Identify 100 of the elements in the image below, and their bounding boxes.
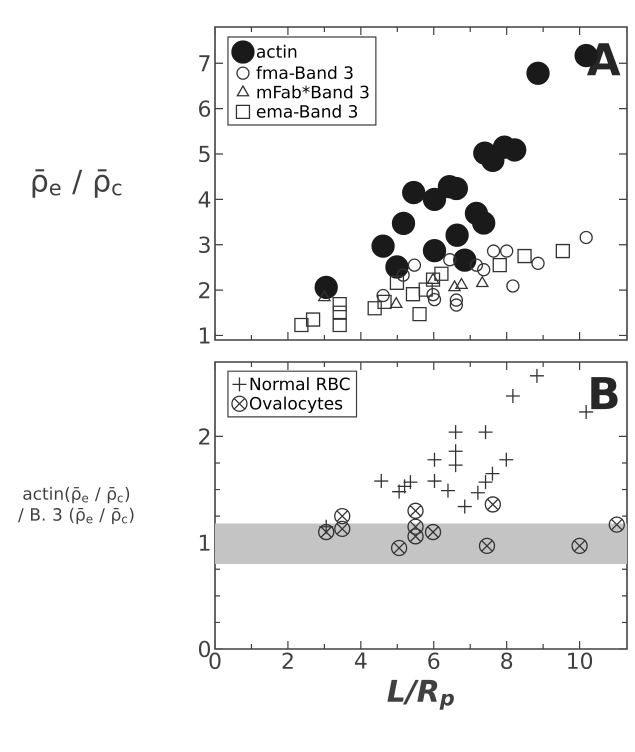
y-tick-label: 6: [199, 100, 210, 117]
point: [450, 293, 464, 307]
point: [428, 292, 442, 306]
point: [408, 258, 422, 272]
point: [424, 524, 442, 540]
point: [332, 306, 347, 320]
point: [580, 230, 593, 244]
point: [314, 276, 338, 300]
point: [531, 256, 545, 270]
point: [396, 268, 410, 282]
x-tick-label: 8: [501, 652, 512, 670]
point: [526, 62, 550, 85]
point: [294, 318, 309, 332]
legend-label: Ovalocytes: [250, 396, 342, 413]
point: [406, 287, 420, 302]
annotation: B: [591, 377, 618, 410]
point: [455, 278, 468, 290]
point: [498, 452, 514, 468]
x-tick-label: 6: [428, 652, 440, 670]
point: [426, 473, 442, 489]
point: [368, 301, 382, 316]
point: [492, 258, 507, 272]
point: [318, 290, 331, 302]
point: [332, 318, 347, 332]
point: [478, 538, 496, 554]
legend-label: mFab*Band 3: [257, 85, 369, 98]
point: [426, 452, 442, 468]
y-tick-label: 2: [199, 428, 210, 445]
point: [332, 297, 347, 312]
point: [477, 263, 490, 276]
point: [385, 255, 409, 279]
point: [371, 234, 395, 258]
point: [407, 518, 424, 535]
point: [448, 280, 461, 292]
x-tick-label: 10: [568, 652, 592, 670]
point: [486, 244, 500, 258]
point: [448, 457, 464, 473]
point: [445, 224, 469, 247]
point: [402, 180, 426, 204]
point: [374, 473, 389, 489]
point: [484, 496, 501, 513]
y-axis-title: ρ̄$_{e}$ / ρ̄$_{c}$: [32, 169, 122, 198]
point: [450, 298, 464, 312]
point: [506, 279, 520, 293]
point: [402, 474, 418, 490]
point: [472, 211, 496, 235]
point: [426, 272, 440, 284]
y-tick-label: 1: [200, 534, 210, 551]
point: [426, 288, 440, 302]
y-tick-label: 5: [199, 146, 210, 162]
y-tick-label: 1: [200, 327, 210, 344]
point: [412, 306, 427, 322]
legend-label: ema-Band 3: [256, 104, 358, 118]
y-tick-label: 2: [199, 282, 210, 298]
point: [484, 466, 500, 482]
point: [334, 508, 350, 524]
point: [390, 540, 408, 556]
point: [448, 444, 464, 459]
y-tick-label: 3: [199, 236, 210, 254]
point: [470, 485, 486, 500]
point: [422, 238, 446, 262]
point: [500, 244, 514, 258]
y-tick-label: 4: [198, 191, 210, 208]
point: [407, 528, 424, 544]
point: [476, 276, 489, 288]
point: [440, 482, 456, 498]
x-tick-label: 4: [354, 652, 367, 668]
point: [517, 248, 532, 264]
point: [448, 424, 464, 440]
text: actin(ρ̄$_{e}$ / ρ̄$_{c}$) / B. 3 (ρ̄$_{e}$ / ρ̄$_{c}$): [18, 486, 134, 524]
y-tick-label: 0: [198, 640, 210, 658]
point: [377, 294, 392, 310]
x-tick-label: 2: [282, 652, 293, 669]
point: [434, 266, 449, 281]
point: [556, 244, 570, 258]
point: [478, 424, 494, 440]
point: [443, 253, 456, 266]
point: [407, 502, 424, 519]
point: [318, 524, 334, 540]
point: [529, 368, 545, 384]
point: [453, 248, 476, 272]
point: [396, 478, 412, 494]
x-axis-title: L/R$_{p}$: [387, 680, 454, 710]
point: [306, 312, 320, 327]
legend-label: Normal RBC: [250, 377, 350, 390]
legend-label: actin: [256, 44, 296, 58]
legend-label: fma-Band 3: [256, 66, 353, 80]
point: [422, 188, 446, 212]
point: [392, 212, 416, 236]
point: [334, 520, 350, 538]
point: [457, 498, 472, 514]
point: [478, 474, 494, 490]
point: [571, 538, 588, 554]
point: [391, 484, 407, 500]
point: [376, 288, 390, 302]
point: [470, 258, 484, 272]
point: [390, 297, 402, 308]
point: [426, 272, 440, 287]
point: [390, 276, 404, 290]
point: [608, 516, 625, 533]
